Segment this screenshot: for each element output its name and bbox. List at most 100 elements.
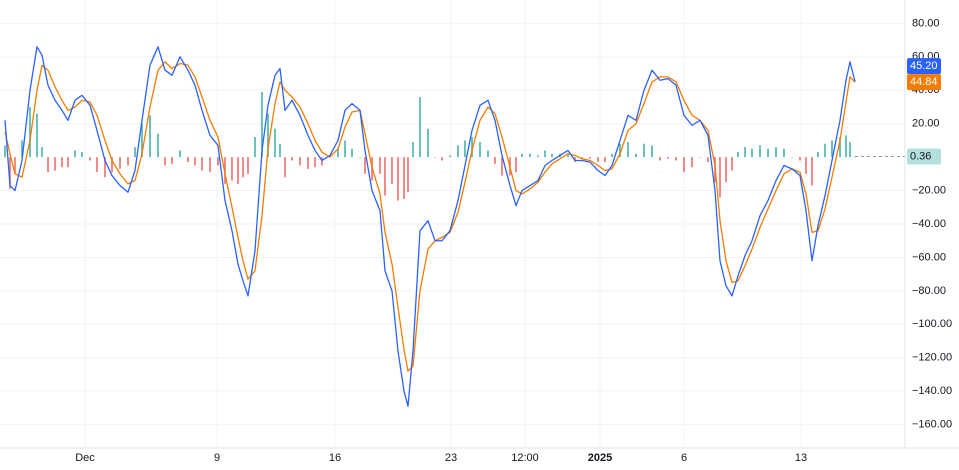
y-tick-label: −80.00 bbox=[912, 285, 946, 297]
y-tick-label: −160.00 bbox=[912, 419, 952, 431]
y-tick-label: −60.00 bbox=[912, 251, 946, 263]
histogram-bar bbox=[464, 140, 466, 158]
histogram-bar bbox=[811, 157, 813, 186]
histogram-bar bbox=[284, 157, 286, 178]
histogram-bar bbox=[737, 152, 739, 158]
histogram-bar bbox=[627, 142, 629, 158]
last-value-box bbox=[907, 74, 941, 91]
histogram-bar bbox=[683, 157, 685, 173]
histogram-bar bbox=[839, 137, 841, 158]
histogram-bar bbox=[364, 157, 366, 174]
histogram-bar bbox=[274, 128, 276, 158]
histogram-bar bbox=[157, 133, 159, 158]
histogram-bar bbox=[589, 157, 591, 159]
histogram-bar bbox=[47, 157, 49, 173]
histogram-bar bbox=[849, 142, 851, 158]
histogram-bar bbox=[247, 157, 249, 174]
histogram-bar bbox=[344, 140, 346, 158]
histogram-bar bbox=[14, 157, 16, 174]
histogram-bar bbox=[314, 157, 316, 168]
histogram-bar bbox=[487, 150, 489, 158]
histogram-bar bbox=[441, 157, 443, 161]
histogram-bar bbox=[164, 157, 166, 166]
histogram-bar bbox=[337, 148, 339, 158]
histogram-bar bbox=[597, 157, 599, 163]
last-value-label: 44.84 bbox=[910, 76, 938, 88]
histogram-bar bbox=[194, 157, 196, 166]
histogram-bar bbox=[699, 157, 701, 158]
histogram-bar bbox=[231, 157, 233, 181]
histogram-bar bbox=[427, 128, 429, 158]
histogram-bar bbox=[544, 150, 546, 158]
histogram-bar bbox=[551, 153, 553, 158]
histogram-bar bbox=[209, 157, 211, 173]
grid bbox=[0, 0, 905, 448]
histogram-bar bbox=[321, 157, 323, 166]
histogram-bar bbox=[217, 157, 219, 166]
histogram-bar bbox=[9, 157, 11, 189]
histogram-bar bbox=[845, 135, 847, 158]
histogram-bar bbox=[691, 157, 693, 168]
histogram-bar bbox=[391, 157, 393, 184]
histogram-bar bbox=[179, 150, 181, 158]
histogram-bar bbox=[237, 157, 239, 184]
histogram-bar bbox=[279, 143, 281, 158]
histogram-bar bbox=[635, 153, 637, 158]
histogram-bar bbox=[515, 157, 517, 173]
y-tick-label: 80.00 bbox=[912, 17, 940, 29]
histogram-bar bbox=[659, 157, 661, 161]
histogram-bar bbox=[831, 140, 833, 158]
histogram-bar bbox=[21, 140, 23, 158]
x-tick-label: 16 bbox=[329, 452, 341, 464]
histogram-bar bbox=[675, 157, 677, 161]
histogram-bar bbox=[261, 91, 263, 158]
histogram-bar bbox=[134, 147, 136, 158]
histogram-bar bbox=[707, 157, 709, 163]
histogram-bar bbox=[141, 123, 143, 158]
histogram-bar bbox=[521, 153, 523, 158]
histogram-bar bbox=[379, 157, 381, 174]
histogram-bar bbox=[604, 157, 606, 163]
histogram-bar bbox=[824, 143, 826, 158]
histogram-bar bbox=[759, 145, 761, 158]
histogram-bar bbox=[719, 157, 721, 198]
histogram-bar bbox=[725, 157, 727, 183]
histogram-bar bbox=[799, 157, 801, 161]
histogram-bar bbox=[643, 143, 645, 158]
line bbox=[4, 61, 856, 372]
y-tick-label: −40.00 bbox=[912, 218, 946, 230]
histogram-bar bbox=[567, 153, 569, 158]
histogram-bar bbox=[494, 157, 496, 164]
histogram-bar bbox=[171, 157, 173, 164]
histogram-bar bbox=[767, 148, 769, 158]
y-tick-label: −100.00 bbox=[912, 318, 952, 330]
x-tick-label: 13 bbox=[795, 452, 807, 464]
x-tick-label: 2025 bbox=[588, 452, 612, 464]
histogram-bar bbox=[74, 150, 76, 158]
histogram-bar bbox=[529, 153, 531, 158]
histogram-bar bbox=[89, 157, 91, 161]
x-tick-label: Dec bbox=[75, 452, 95, 464]
y-tick-label: −120.00 bbox=[912, 352, 952, 364]
histogram-bar bbox=[397, 157, 399, 201]
histogram-bar bbox=[412, 142, 414, 158]
y-tick-label: 20.00 bbox=[912, 118, 940, 130]
x-tick-label: 6 bbox=[681, 452, 687, 464]
histogram-bar bbox=[127, 157, 129, 166]
histogram-bar bbox=[67, 157, 69, 168]
histogram-bar bbox=[41, 147, 43, 158]
histogram-bar bbox=[581, 157, 583, 159]
histogram-bar bbox=[104, 157, 106, 178]
histogram-bar bbox=[619, 143, 621, 158]
x-tick-label: 23 bbox=[445, 452, 457, 464]
histogram-bar bbox=[479, 142, 481, 158]
line bbox=[4, 46, 856, 407]
last-value-box bbox=[907, 58, 941, 75]
plot bbox=[4, 46, 905, 407]
histogram-bar bbox=[817, 152, 819, 158]
y-tick-label: −140.00 bbox=[912, 385, 952, 397]
histogram-bar bbox=[242, 157, 244, 178]
last-value-box bbox=[907, 148, 941, 165]
